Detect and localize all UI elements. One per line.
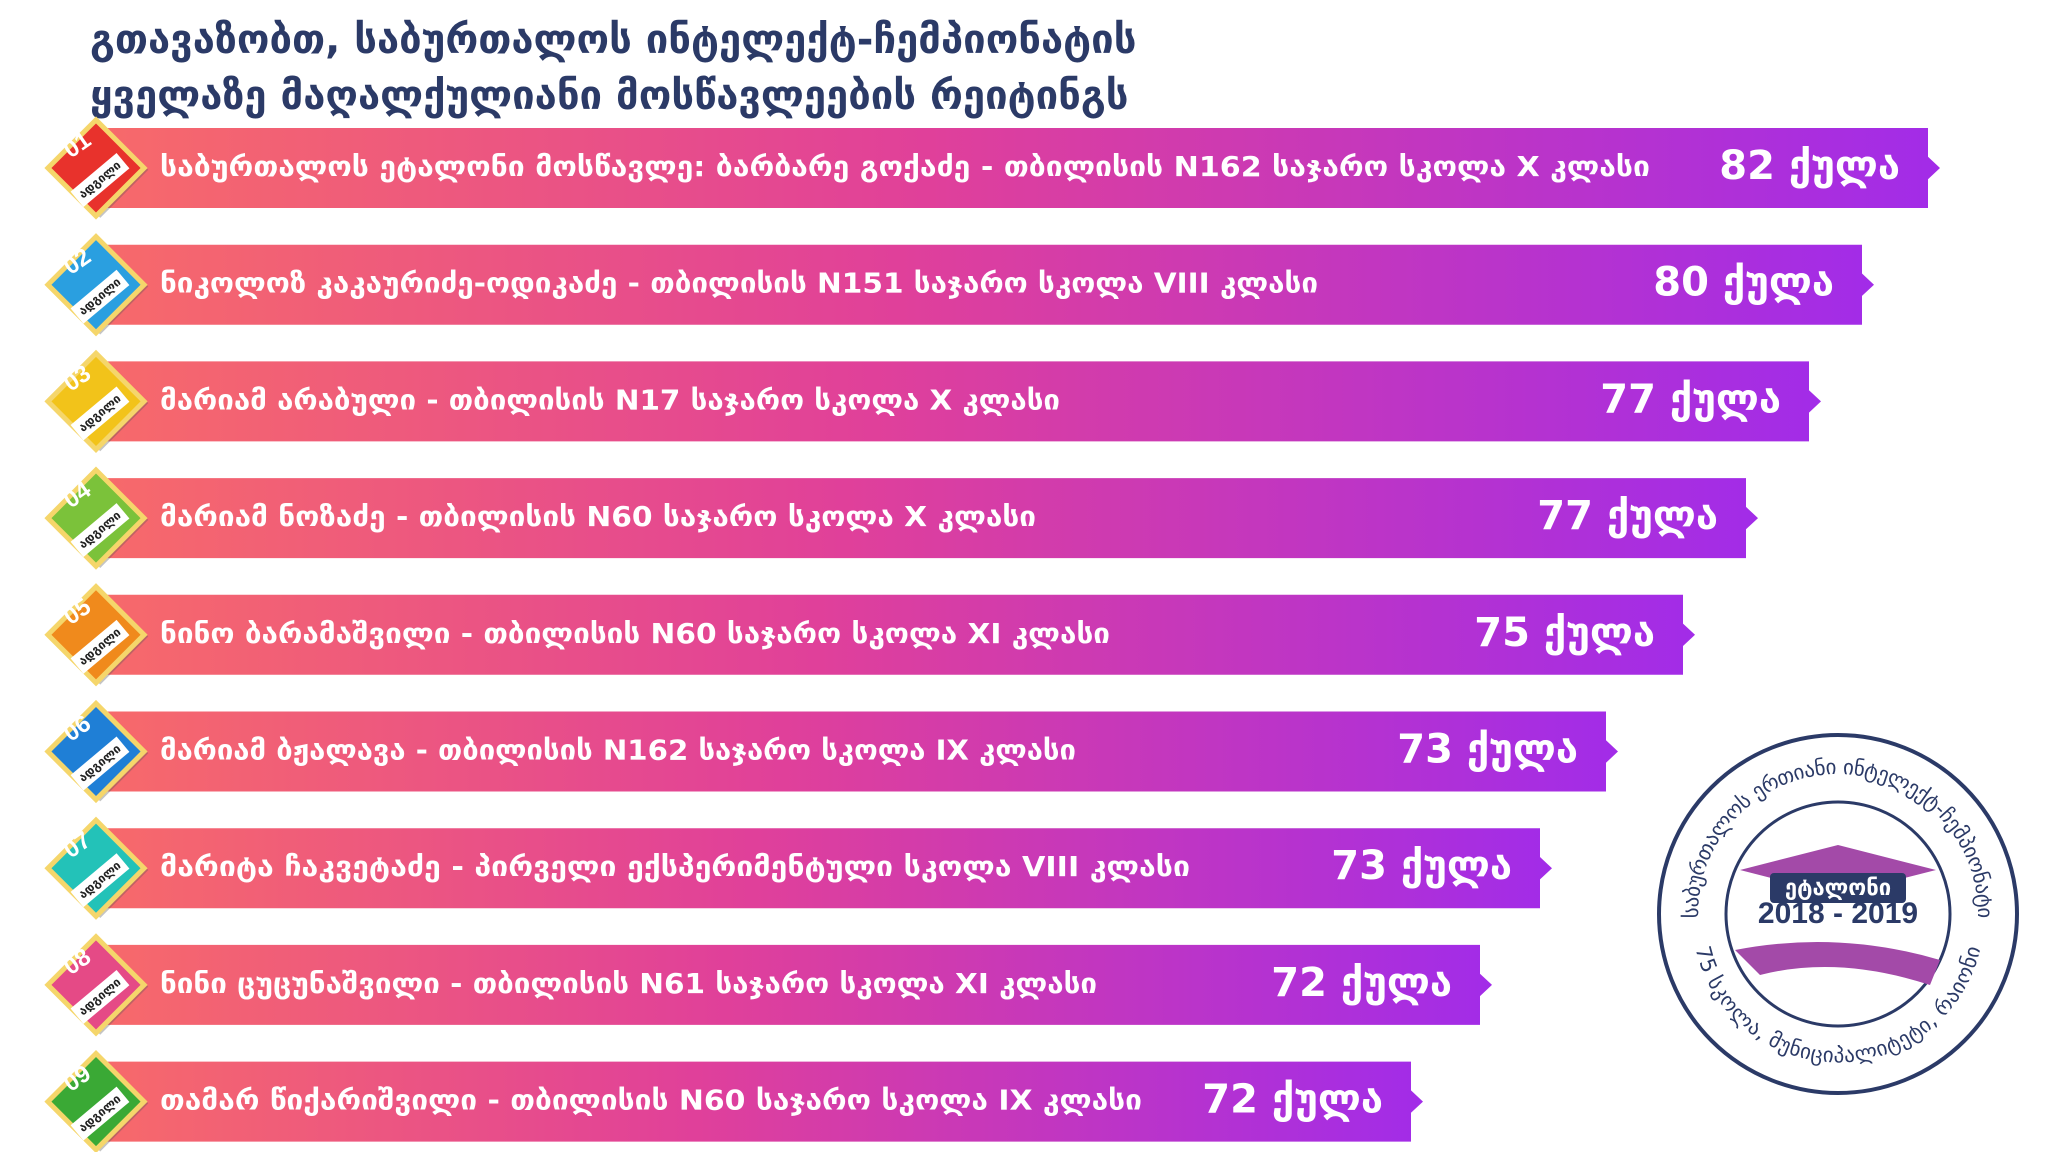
logo-banner [1770, 873, 1906, 903]
badge-label-bg [70, 736, 130, 791]
points: 72 ქულა [1271, 960, 1452, 1006]
logo-inner-ring [1724, 800, 1952, 1028]
badge-label-bg [70, 969, 130, 1024]
bar [100, 244, 1874, 325]
title-line: გთავაზობთ, საბურთალოს ინტელექტ-ჩემპიონატ… [90, 17, 1136, 63]
bar [100, 828, 1552, 909]
student-text: მარიამ ნოზაძე - თბილისის N60 საჯარო სკოლ… [160, 500, 1036, 533]
badge-label-bg [70, 853, 130, 908]
student-text: მარიამ ბჟალავა - თბილისის N162 საჯარო სკ… [160, 734, 1076, 767]
bar [100, 944, 1492, 1025]
student-text: მარიამ არაბული - თბილისის N17 საჯარო სკო… [160, 383, 1060, 416]
student-text: ნიკოლოზ კაკაურიძე-ოდიკაძე - თბილისის N15… [160, 267, 1318, 300]
points: 82 ქულა [1719, 143, 1900, 189]
points: 77 ქულა [1537, 493, 1718, 539]
bar [100, 478, 1758, 559]
badge-label-bg [70, 619, 130, 674]
title-line: ყველაზე მაღალქულიანი მოსწავლეების რეიტინ… [90, 73, 1129, 119]
student-text: მარიტა ჩაკვეტაძე - პირველი ექსპერიმენტულ… [160, 850, 1190, 883]
badge-label-bg [70, 503, 130, 558]
logo-title: ეტალონი [1785, 876, 1891, 901]
badge-label-bg [70, 153, 130, 207]
student-text: ნინი ცუცუნაშვილი - თბილისის N61 საჯარო ს… [160, 967, 1097, 1000]
badge-label-bg [70, 269, 130, 324]
badge-label-bg [70, 1086, 130, 1141]
points: 77 ქულა [1600, 376, 1781, 422]
logo: საბურთალოს ერთიანი ინტელექტ-ჩემპიონატი 7… [1657, 733, 2019, 1095]
bar [100, 361, 1821, 442]
points: 73 ქულა [1331, 843, 1512, 889]
bar [100, 594, 1695, 675]
points: 73 ქულა [1397, 727, 1578, 773]
points: 80 ქულა [1653, 260, 1834, 306]
logo-years: 2018 - 2019 [1758, 897, 1918, 930]
student-text: თამარ წიქარიშვილი - თბილისის N60 საჯარო … [160, 1084, 1142, 1117]
swoosh [1735, 942, 1940, 985]
bar [100, 711, 1618, 792]
bar [100, 128, 1940, 208]
student-text: ნინო ბარამაშვილი - თბილისის N60 საჯარო ს… [160, 617, 1110, 650]
logo-ring [1657, 733, 2019, 1095]
badge-label-bg [70, 386, 130, 441]
points: 75 ქულა [1474, 610, 1655, 656]
student-text: საბურთალოს ეტალონი მოსწავლე: ბარბარე გოქ… [160, 150, 1650, 183]
points: 72 ქულა [1202, 1077, 1383, 1123]
bar [100, 1061, 1423, 1142]
